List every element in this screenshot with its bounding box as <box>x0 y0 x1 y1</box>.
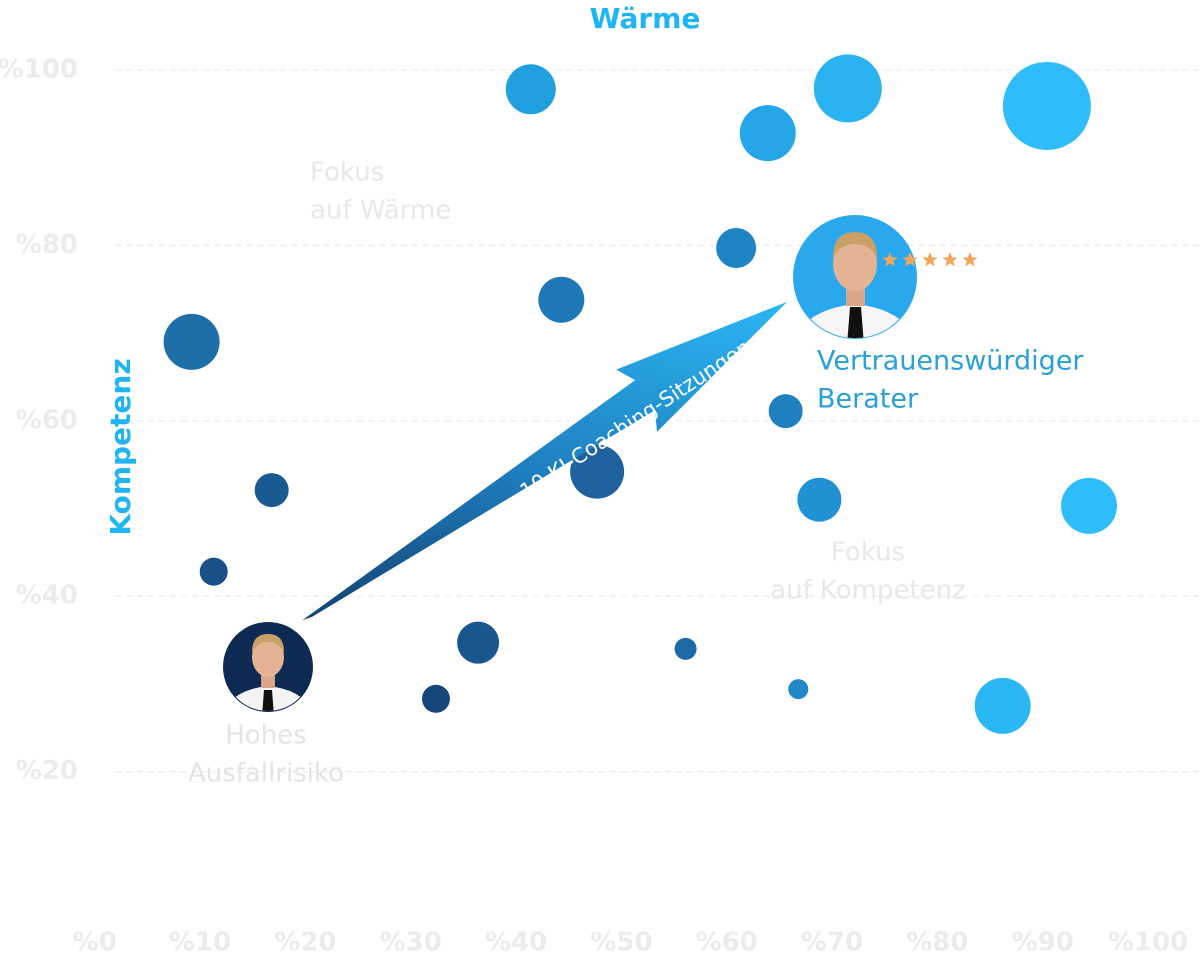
bubble <box>797 477 842 522</box>
bubble-layer <box>163 54 1118 734</box>
bubble <box>421 684 450 713</box>
x-tick-label: %70 <box>801 928 863 955</box>
rating-stars <box>882 252 978 267</box>
grid-layer: %20 %40 %60 %80 %100 %0 %10 %20 %30 %40 %50 %60 %70%… <box>0 55 1200 955</box>
bubble <box>974 677 1031 734</box>
x-tick-label: %90 <box>1012 928 1074 955</box>
arrow-shape <box>302 301 788 621</box>
bubble <box>1061 477 1118 534</box>
x-tick-label: %10 <box>169 928 231 955</box>
x-tick-label: %0 <box>73 928 117 955</box>
bubble <box>505 64 556 115</box>
bubble <box>254 473 289 508</box>
x-tick-label: %40 <box>485 928 547 955</box>
avatar-end <box>793 215 917 339</box>
annotation-layer: Fokus auf Wärme Fokus auf Kompetenz Hohes Aus… <box>188 158 966 789</box>
arrow-label: 10 KI-Coaching-Sitzungen <box>516 335 756 504</box>
y-tick-label: %40 <box>16 581 78 611</box>
bubble <box>199 557 228 586</box>
bubble <box>788 679 809 700</box>
x-tick-label: %80 <box>906 928 968 955</box>
y-tick-label: %100 <box>0 55 78 85</box>
annotation: auf Kompetenz <box>770 576 966 606</box>
y-tick-label: %80 <box>16 230 78 260</box>
bubble <box>768 394 803 429</box>
x-tick-label: %30 <box>380 928 442 955</box>
bubble <box>813 54 882 123</box>
y-tick-label: %20 <box>16 756 78 786</box>
bubble <box>716 228 757 269</box>
x-tick-label: %100 <box>1108 928 1188 955</box>
avatar-start <box>223 622 313 712</box>
annotation: Vertrauenswürdiger <box>817 346 1084 377</box>
x-tick-label: %20 <box>274 928 336 955</box>
bubble <box>1002 61 1091 150</box>
x-axis-title: Wärme <box>590 2 701 35</box>
bubble <box>457 621 500 664</box>
bubble <box>163 313 220 370</box>
y-axis-title: Kompetenz <box>104 358 137 535</box>
annotation: Fokus <box>831 538 905 568</box>
bubble <box>739 105 796 162</box>
bubble <box>538 276 585 323</box>
bubble <box>674 637 697 660</box>
annotation: Fokus <box>310 158 384 188</box>
annotation: Ausfallrisiko <box>188 759 344 789</box>
bubble <box>570 444 625 499</box>
annotation: auf Wärme <box>310 196 451 226</box>
annotation: Hohes <box>225 721 306 751</box>
arrow <box>302 301 788 621</box>
x-tick-label: %50 <box>590 928 652 955</box>
x-tick-label: %60 <box>696 928 758 955</box>
y-tick-label: %60 <box>16 405 78 435</box>
annotation: Berater <box>817 384 919 415</box>
